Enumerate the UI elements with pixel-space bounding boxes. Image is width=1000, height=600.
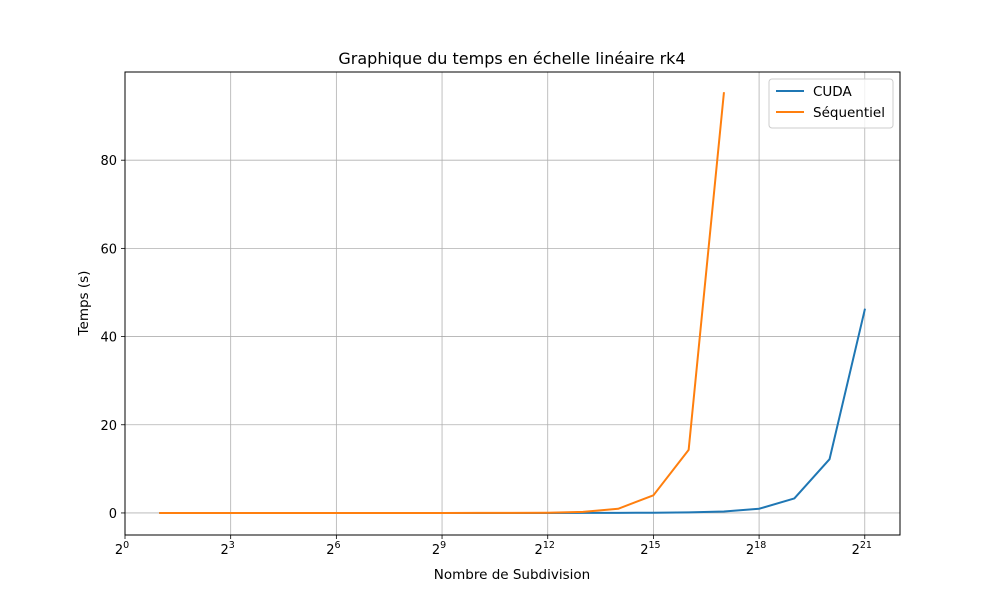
x-tick-label: 23 xyxy=(221,540,235,558)
x-tick-label-base: 2 xyxy=(432,543,440,558)
x-tick-label: 218 xyxy=(746,540,766,558)
x-tick-label-exponent: 0 xyxy=(123,540,129,551)
x-tick-label-exponent: 21 xyxy=(860,540,872,551)
y-tick-label: 20 xyxy=(100,419,117,434)
y-tick-label: 60 xyxy=(100,242,117,257)
y-tick-label: 40 xyxy=(100,331,117,346)
plot-area-frame xyxy=(124,71,901,536)
x-tick-label: 26 xyxy=(326,540,340,558)
x-tick-label: 221 xyxy=(852,540,872,558)
x-axis-ticks: 20 23 26 29 212 215 218 221 xyxy=(115,535,872,558)
x-tick-label-exponent: 12 xyxy=(543,540,555,551)
x-tick-label-base: 2 xyxy=(326,543,334,558)
legend: CUDA Séquentiel xyxy=(768,78,894,129)
chart-title: Graphique du temps en échelle linéaire r… xyxy=(338,49,685,68)
legend-label-cuda: CUDA xyxy=(813,84,852,100)
x-tick-label: 29 xyxy=(432,540,446,558)
x-tick-label-exponent: 9 xyxy=(440,540,446,551)
x-tick-label: 20 xyxy=(115,540,129,558)
y-tick-label: 80 xyxy=(100,154,117,169)
x-tick-label-exponent: 15 xyxy=(649,540,661,551)
x-tick-label-exponent: 18 xyxy=(754,540,766,551)
x-tick-label-base: 2 xyxy=(640,543,648,558)
grid-lines xyxy=(124,72,900,535)
x-tick-label-exponent: 3 xyxy=(229,540,235,551)
series-line-sequentiel xyxy=(159,92,725,514)
x-tick-label: 212 xyxy=(535,540,555,558)
x-tick-label-base: 2 xyxy=(535,543,543,558)
x-tick-label-base: 2 xyxy=(115,543,123,558)
data-series xyxy=(159,92,866,514)
y-axis-label: Temps (s) xyxy=(76,271,92,337)
x-tick-label-base: 2 xyxy=(852,543,860,558)
x-axis-label: Nombre de Subdivision xyxy=(434,567,590,583)
x-tick-label: 215 xyxy=(640,540,660,558)
x-tick-label-exponent: 6 xyxy=(334,540,340,551)
x-tick-label-base: 2 xyxy=(221,543,229,558)
x-tick-label-base: 2 xyxy=(746,543,754,558)
y-tick-label: 0 xyxy=(109,507,117,522)
legend-label-sequentiel: Séquentiel xyxy=(813,105,885,121)
y-axis-ticks: 0 20 40 60 80 xyxy=(100,154,125,522)
